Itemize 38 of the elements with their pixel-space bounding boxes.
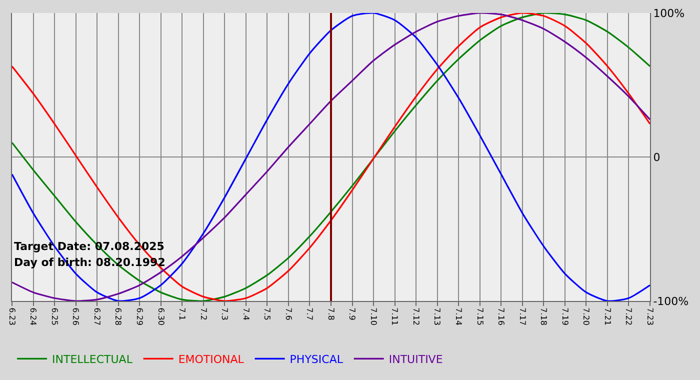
x-tick-label: 7.6 [284, 308, 293, 320]
x-tick-label: 6.30 [156, 308, 166, 326]
y-tick-label: -100% [653, 294, 689, 308]
x-tick-label: 6.24 [28, 308, 38, 326]
x-tick-label: 7.22 [624, 308, 634, 326]
x-tick-label: 7.14 [454, 308, 463, 326]
x-tick-label: 7.18 [539, 308, 548, 326]
x-tick-label: 7.9 [348, 308, 357, 320]
x-tick-label: 6.25 [50, 308, 59, 326]
legend-label: INTELLECTUAL [52, 352, 134, 366]
x-tick-label: 7.7 [305, 308, 314, 320]
x-tick-label: 7.15 [475, 308, 484, 326]
x-tick-label: 7.21 [602, 308, 612, 326]
x-tick-label: 6.27 [92, 308, 102, 326]
x-tick-label: 6.29 [135, 308, 144, 326]
x-tick-label: 7.11 [390, 308, 400, 326]
legend-label: INTUITIVE [388, 352, 443, 366]
x-tick-label: 7.23 [645, 308, 654, 326]
x-tick-label: 7.2 [198, 308, 208, 320]
x-tick-label: 7.17 [518, 308, 527, 326]
legend-label: EMOTIONAL [178, 352, 245, 366]
x-tick-label: 7.19 [560, 308, 570, 326]
x-tick-label: 6.28 [114, 308, 123, 326]
x-tick-label: 7.1 [178, 308, 187, 320]
y-tick-label: 0 [653, 150, 660, 164]
x-tick-label: 7.3 [220, 308, 230, 320]
x-tick-label: 6.23 [7, 308, 16, 326]
x-tick-label: 7.12 [411, 308, 420, 326]
legend-label: PHYSICAL [290, 352, 344, 366]
x-tick-label: 7.20 [582, 308, 591, 326]
x-tick-label: 7.5 [262, 308, 272, 320]
x-tick-label: 7.4 [241, 308, 250, 320]
x-tick-label: 7.10 [368, 308, 378, 326]
x-tick-label: 7.13 [432, 308, 442, 326]
x-tick-label: 7.16 [496, 308, 506, 326]
x-tick-label: 6.26 [71, 308, 80, 326]
y-tick-label: 100% [653, 6, 685, 20]
x-tick-label: 7.8 [326, 308, 336, 320]
